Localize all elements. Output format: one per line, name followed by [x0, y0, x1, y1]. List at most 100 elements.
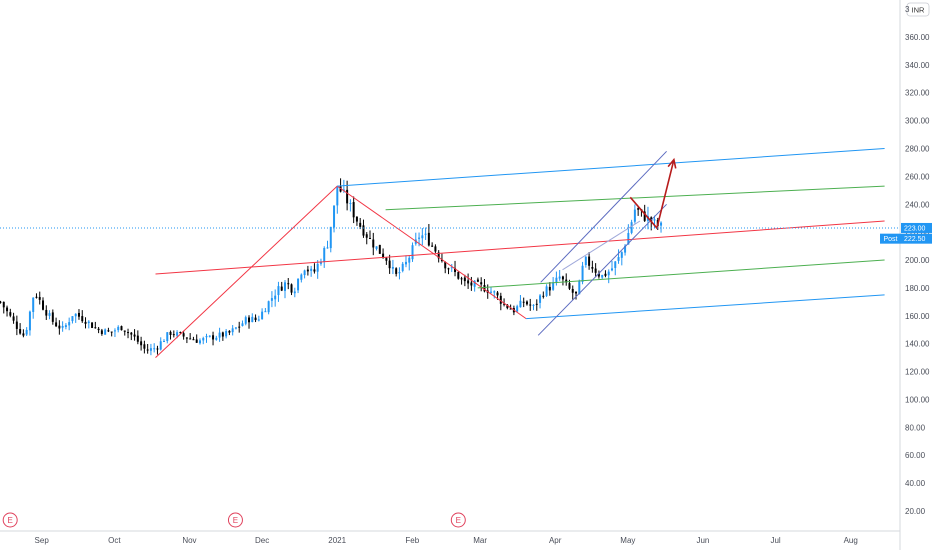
price-axis[interactable]: 20.00 40.00 60.00 80.00 100.00 120.00 140.00 16…	[880, 33, 932, 516]
candle-body	[107, 330, 110, 332]
channel-fill-edge-line[interactable]	[562, 220, 641, 271]
candle-body	[411, 245, 414, 260]
candle-series[interactable]	[0, 178, 663, 356]
candle-body	[545, 286, 548, 296]
candle-body	[329, 226, 332, 249]
candle-body	[653, 219, 656, 221]
candle-body	[25, 329, 28, 335]
post-market-tag[interactable]: Post	[880, 233, 901, 244]
candle-body	[372, 239, 375, 248]
candle-body	[241, 323, 244, 326]
candle-body	[610, 268, 613, 271]
projection-arrowhead	[667, 157, 677, 169]
price-badge[interactable]: 222.50	[901, 233, 932, 244]
candle-body	[231, 328, 234, 333]
candle-body	[532, 304, 535, 306]
candle-body	[61, 326, 64, 328]
candle-body	[578, 280, 581, 295]
candle-body	[597, 273, 600, 277]
candle-body	[172, 334, 175, 336]
candle-body	[45, 309, 48, 316]
candle-body	[427, 232, 430, 246]
candle-body	[359, 222, 362, 227]
y-tick-label: 180.00	[905, 284, 930, 293]
candle-body	[264, 311, 267, 313]
median-line-line[interactable]	[155, 220, 885, 275]
channel-line[interactable]	[540, 150, 667, 283]
currency-badge[interactable]: INR	[906, 2, 930, 17]
fork-line-line[interactable]	[337, 148, 885, 187]
candle-body	[568, 283, 571, 289]
candle-body	[28, 311, 31, 331]
candle-body	[470, 282, 473, 286]
candle-body	[630, 222, 633, 233]
y-tick-label: 320.00	[905, 89, 930, 98]
candle-body	[176, 332, 179, 336]
candle-body	[293, 291, 296, 294]
x-tick-label: Feb	[405, 536, 419, 545]
pitchfork-drawings[interactable]	[155, 148, 885, 358]
candle-body	[182, 333, 185, 337]
earnings-marker[interactable]: E	[227, 512, 243, 528]
candle-body	[35, 296, 38, 298]
earnings-marker[interactable]: E	[2, 512, 18, 528]
candle-body	[48, 313, 51, 316]
candle-body	[123, 330, 126, 332]
candle-body	[460, 278, 463, 280]
candle-body	[22, 333, 25, 336]
candle-body	[120, 326, 123, 331]
candle-body	[571, 288, 574, 293]
channel-line[interactable]	[537, 203, 667, 336]
candle-body	[565, 279, 568, 283]
candle-body	[503, 303, 506, 305]
earnings-marker[interactable]: E	[450, 512, 466, 528]
candle-body	[163, 341, 165, 343]
fork-line-line[interactable]	[477, 259, 885, 289]
x-tick-label: Oct	[108, 536, 121, 545]
candle-body	[490, 291, 492, 293]
candle-body	[584, 256, 587, 266]
candle-body	[215, 337, 218, 340]
price-badge-label: 223.00	[904, 225, 926, 232]
candle-body	[509, 308, 512, 310]
price-badge-box	[901, 233, 932, 244]
candle-body	[601, 274, 604, 278]
candle-body	[310, 268, 313, 271]
candle-body	[15, 321, 18, 329]
candle-body	[87, 321, 90, 324]
candle-body	[306, 269, 309, 272]
x-tick-label: Sep	[35, 536, 50, 545]
candle-body	[166, 332, 169, 341]
candle-body	[238, 326, 241, 328]
candle-body	[346, 189, 349, 204]
time-axis[interactable]: Sep Oct Nov Dec 2021 Feb Mar Apr May Jun Jul Aug E E E	[2, 512, 858, 545]
candle-body	[522, 301, 525, 303]
plot-area[interactable]	[0, 148, 900, 358]
candle-body	[100, 330, 103, 334]
candle-body	[480, 282, 483, 285]
candle-body	[555, 277, 558, 283]
candle-body	[336, 187, 339, 206]
price-badge[interactable]: 223.00	[901, 222, 932, 233]
candle-body	[483, 285, 486, 292]
candle-body	[633, 209, 636, 222]
candle-body	[32, 297, 35, 312]
candle-body	[218, 332, 221, 338]
x-tick-label: Aug	[844, 536, 858, 545]
projection-line[interactable]	[629, 159, 675, 230]
fork-line-line[interactable]	[385, 185, 885, 211]
candle-body	[620, 252, 623, 258]
candle-body	[447, 268, 450, 270]
candle-body	[313, 269, 316, 272]
earnings-label: E	[8, 516, 13, 525]
x-tick-label: Jun	[696, 536, 709, 545]
candle-body	[257, 319, 260, 321]
fork-line-line[interactable]	[526, 294, 885, 320]
candle-body	[365, 234, 368, 238]
candle-body	[153, 348, 156, 350]
candle-body	[395, 268, 398, 274]
candle-body	[179, 332, 182, 334]
candle-body	[326, 247, 329, 249]
candle-body	[434, 246, 437, 252]
